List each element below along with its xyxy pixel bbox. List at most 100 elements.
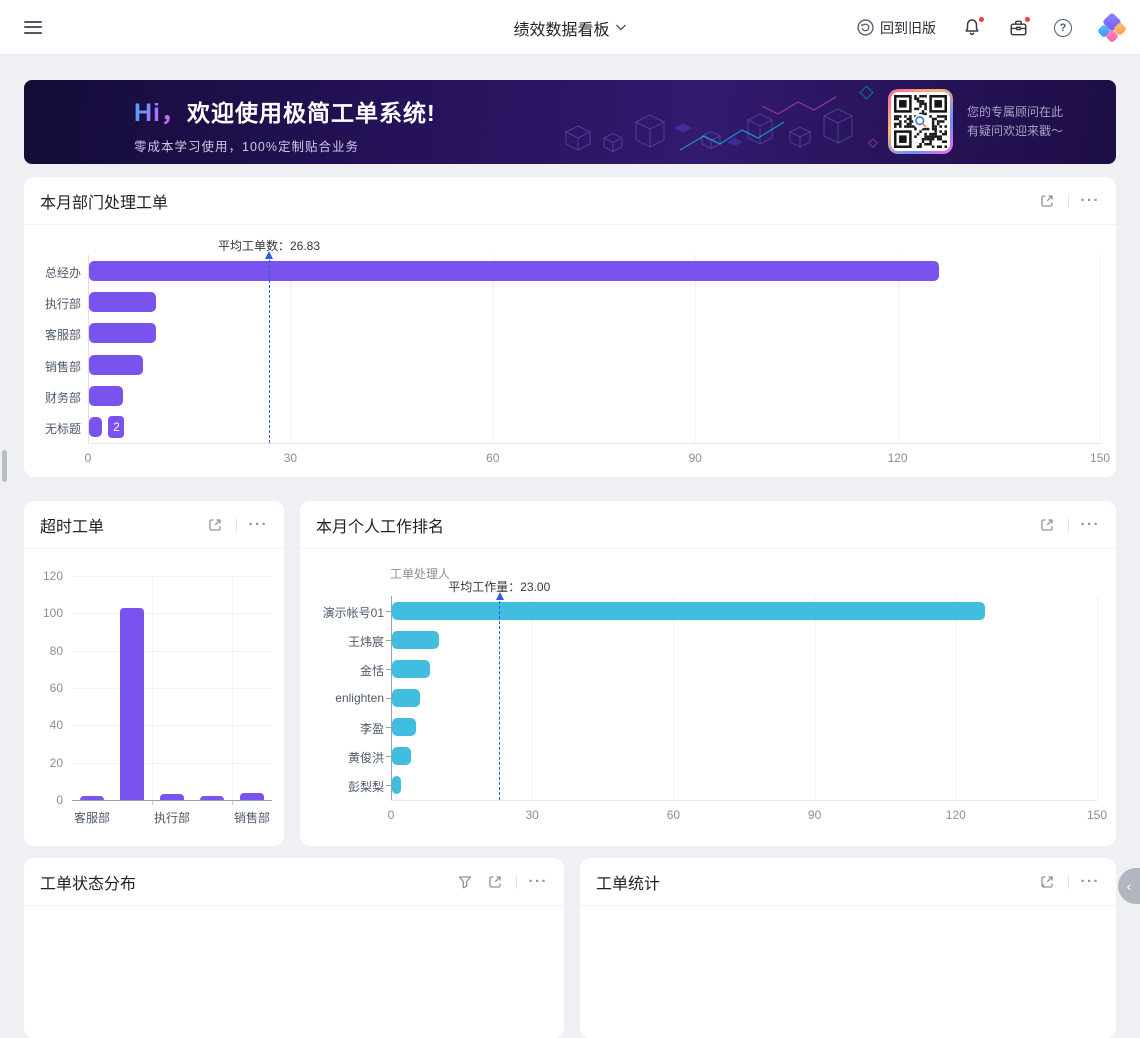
bell-icon <box>965 19 979 35</box>
bar-财务部 <box>89 386 123 406</box>
bar-无标题 <box>89 417 103 438</box>
more-menu-icon[interactable]: ··· <box>248 515 268 533</box>
card-title: 工单统计 <box>596 875 661 893</box>
category-label: 销售部 <box>44 359 81 374</box>
help-icon: ? <box>1059 21 1067 34</box>
average-line-arrow <box>265 251 274 259</box>
more-menu-icon[interactable]: ··· <box>1080 515 1100 533</box>
y-tick-label: 120 <box>42 569 63 583</box>
bar-黄俊洪 <box>392 747 411 766</box>
briefcase-icon <box>1010 20 1026 35</box>
top-nav: 绩效数据看板 回到旧版 <box>0 0 1140 55</box>
bar-value-label: 2 <box>108 416 125 439</box>
bar-销售部 <box>240 792 264 800</box>
expand-icon[interactable] <box>486 873 504 891</box>
more-menu-icon[interactable]: ··· <box>528 872 548 890</box>
card-actions: ··· <box>1038 873 1101 891</box>
divider <box>515 874 517 889</box>
scrollbar-thumb[interactable] <box>2 450 7 482</box>
card-header: 本月个人工作排名 ··· <box>300 501 1116 549</box>
x-category-label: 执行部 <box>153 811 190 825</box>
axis-tick <box>386 668 391 670</box>
bar-金恬 <box>392 659 430 678</box>
banner-title-text: 欢迎使用极简工单系统! <box>187 100 436 126</box>
expand-icon[interactable] <box>1038 516 1056 534</box>
divider <box>1067 517 1069 532</box>
page-title: 绩效数据看板 <box>513 21 610 39</box>
bar-item-3 <box>200 796 224 800</box>
welcome-banner: Hi，欢迎使用极简工单系统! 零成本学习使用，100%定制贴合业务 您的专属顾问… <box>24 80 1116 164</box>
average-label: 平均工单数：26.83 <box>217 239 321 253</box>
y-tick-label: 80 <box>49 643 63 658</box>
axis-tick <box>386 756 391 758</box>
x-axis-baseline <box>88 443 1100 444</box>
banner-text: Hi，欢迎使用极简工单系统! 零成本学习使用，100%定制贴合业务 <box>134 93 436 155</box>
y-axis-line <box>391 596 392 800</box>
grid-line <box>814 596 816 800</box>
notification-badge <box>978 15 985 23</box>
x-category-label: 客服部 <box>73 811 110 825</box>
grid-line <box>532 596 534 800</box>
card-actions: ··· <box>1038 516 1101 534</box>
card-header: 本月部门处理工单 ··· <box>24 177 1116 225</box>
sidebar-collapse-handle[interactable]: ‹ <box>1118 868 1140 904</box>
qr-caption-line1: 您的专属顾问在此 <box>967 104 1064 119</box>
grid-line <box>72 650 272 652</box>
grid-line <box>492 255 494 443</box>
category-label: 金恬 <box>359 663 384 678</box>
y-axis-line <box>88 255 89 443</box>
consultant-qr-block: 您的专属顾问在此 有疑问欢迎来戳～ <box>888 89 1063 154</box>
axis-tick <box>386 727 391 729</box>
notification-bell-button[interactable] <box>962 15 985 38</box>
grid-line <box>955 596 957 800</box>
y-tick-label: 60 <box>49 681 63 695</box>
dashboard-title-dropdown[interactable]: 绩效数据看板 <box>513 0 627 55</box>
x-tick-label: 60 <box>666 808 681 822</box>
workbox-button[interactable] <box>1008 15 1031 38</box>
card-actions: ··· <box>1038 192 1101 210</box>
grid-line <box>72 576 272 577</box>
banner-greeting: Hi， <box>134 99 188 127</box>
dept-bar-chart: 0 30 60 90 120 150 总经办 执行部 客服部 销售部 财务部 无标题 2 平均工单数：26… <box>24 225 1116 477</box>
workbox-badge <box>1024 15 1031 23</box>
x-category-label: 销售部 <box>233 811 270 825</box>
x-axis-baseline <box>391 800 1097 801</box>
more-menu-icon[interactable]: ··· <box>1080 191 1100 209</box>
category-label: 客服部 <box>44 328 81 343</box>
grid-line <box>72 762 272 764</box>
expand-icon[interactable] <box>1038 192 1056 210</box>
bar-执行部 <box>160 794 184 800</box>
card-title: 超时工单 <box>40 518 105 536</box>
menu-icon[interactable] <box>24 21 42 34</box>
average-line <box>265 251 274 443</box>
history-icon <box>857 19 874 36</box>
grid-line <box>72 688 272 689</box>
y-tick-label: 100 <box>42 606 63 621</box>
more-menu-icon[interactable]: ··· <box>1080 872 1100 890</box>
x-tick-label: 0 <box>387 808 395 822</box>
expand-icon[interactable] <box>1038 873 1056 891</box>
bar-总经办 <box>89 260 940 281</box>
category-label: 王炜宸 <box>347 634 384 649</box>
filter-icon[interactable] <box>456 873 474 891</box>
axis-tick <box>152 801 153 805</box>
bar-客服部 <box>89 323 157 344</box>
average-line-arrow <box>495 592 504 600</box>
bar-演示帐号01 <box>392 601 986 620</box>
card-status-distribution: 工单状态分布 ··· <box>24 858 564 1038</box>
x-tick-label: 30 <box>525 808 539 822</box>
back-to-old-version-button[interactable]: 回到旧版 <box>857 18 936 38</box>
card-title: 工单状态分布 <box>40 875 137 893</box>
x-tick-label: 90 <box>807 808 822 822</box>
help-button[interactable]: ? <box>1054 18 1072 37</box>
expand-icon[interactable] <box>206 516 224 534</box>
average-line <box>495 592 504 800</box>
isometric-city-illustration <box>564 85 878 153</box>
qr-pattern <box>894 95 947 148</box>
card-actions: ··· <box>456 873 549 891</box>
back-to-old-label: 回到旧版 <box>880 19 936 36</box>
y-tick-label: 20 <box>49 755 63 770</box>
x-tick-label: 0 <box>84 451 92 465</box>
app-logo[interactable] <box>1096 11 1128 43</box>
category-label: 总经办 <box>44 265 81 280</box>
